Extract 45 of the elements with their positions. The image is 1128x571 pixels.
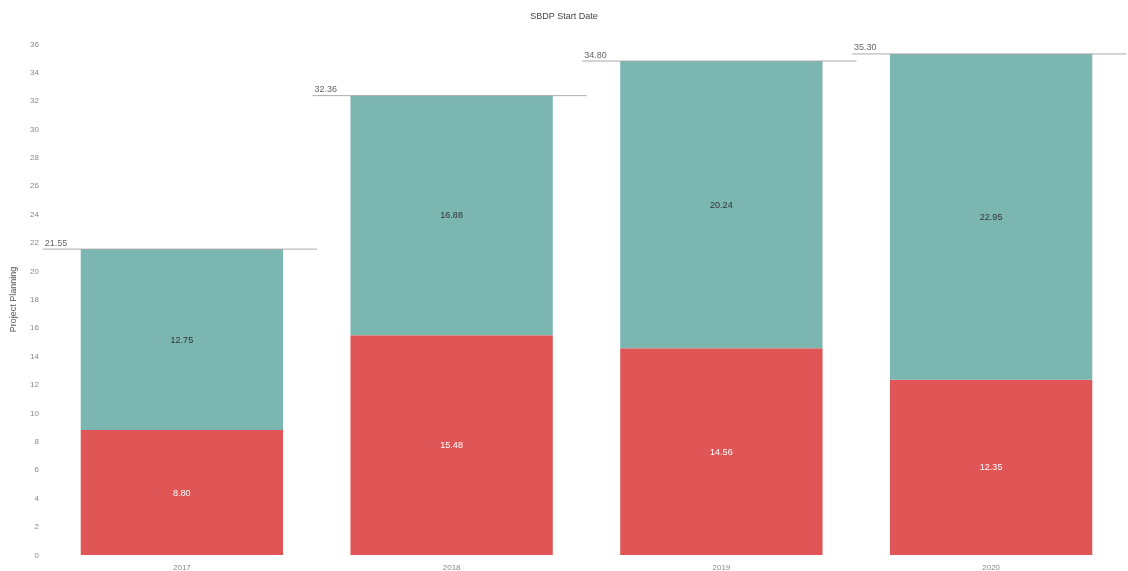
bar (350, 95, 553, 336)
total-label: 32.36 (314, 84, 337, 95)
x-tick-label: 2017 (172, 562, 192, 571)
x-tick-label: 2018 (442, 562, 462, 571)
bar (620, 61, 823, 349)
bar (620, 348, 823, 555)
y-tick-label: 32 (30, 96, 40, 106)
y-tick-label: 16 (30, 323, 40, 333)
total-label: 21.55 (44, 237, 68, 248)
y-tick-label: 2 (34, 522, 40, 532)
y-tick-label: 0 (34, 550, 40, 560)
data-label: 8.80 (173, 487, 191, 498)
y-tick-label: 34 (30, 67, 40, 77)
data-label: 14.56 (710, 446, 733, 457)
x-tick-label: 2019 (712, 562, 731, 571)
bar (80, 430, 284, 555)
y-axis-title: Project Planning (7, 266, 18, 333)
data-label: 20.24 (710, 199, 733, 210)
x-tick-label: 2020 (982, 562, 1001, 571)
data-label: 16.88 (440, 210, 463, 221)
chart-title: SBDP Start Date (530, 10, 598, 21)
bar (889, 53, 1093, 380)
y-tick-label: 8 (34, 436, 40, 446)
bar (350, 335, 553, 555)
y-tick-label: 20 (30, 266, 40, 276)
y-tick-label: 10 (30, 408, 40, 418)
y-tick-label: 36 (30, 39, 40, 49)
y-tick-label: 24 (30, 209, 40, 219)
bar (889, 379, 1093, 555)
y-tick-label: 22 (30, 238, 40, 248)
bar (80, 249, 284, 431)
y-tick-label: 6 (34, 465, 40, 475)
y-tick-label: 4 (34, 493, 40, 503)
y-tick-label: 30 (30, 124, 40, 134)
y-tick-label: 12 (30, 380, 40, 390)
data-label: 12.35 (979, 462, 1003, 473)
data-label: 22.95 (979, 211, 1003, 222)
y-tick-label: 14 (30, 351, 40, 361)
y-tick-label: 26 (30, 181, 40, 191)
y-tick-label: 28 (30, 153, 40, 163)
data-label: 15.48 (440, 440, 463, 451)
data-label: 12.75 (170, 334, 194, 345)
y-tick-label: 18 (30, 295, 40, 304)
total-label: 34.80 (584, 49, 607, 60)
total-label: 35.30 (853, 42, 877, 53)
